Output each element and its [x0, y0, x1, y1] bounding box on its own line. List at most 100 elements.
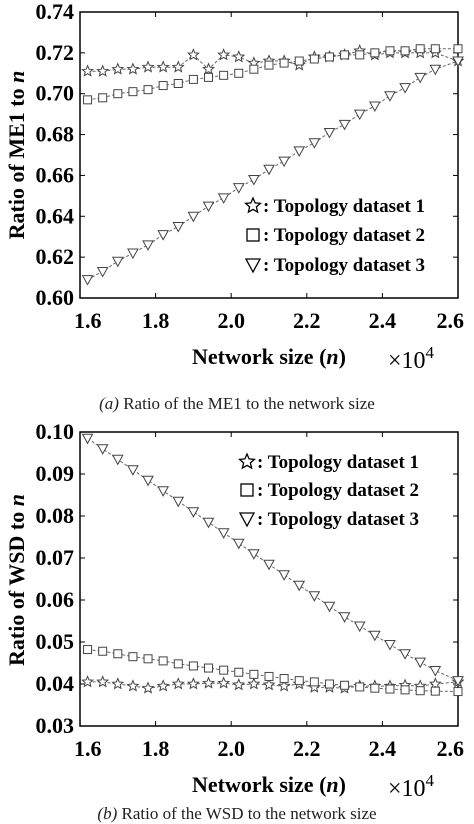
- x-tick-label: 1.8: [142, 736, 170, 761]
- data-point-square: [415, 686, 425, 696]
- data-point-triangle: [172, 222, 185, 233]
- data-point-square: [83, 95, 93, 105]
- data-point-square: [249, 64, 259, 74]
- data-point-triangle: [157, 486, 170, 497]
- data-point-square: [355, 50, 365, 60]
- data-point-triangle: [308, 591, 321, 602]
- data-point-star: [217, 48, 231, 61]
- series-layer-b: [81, 433, 465, 697]
- data-point-square: [98, 646, 108, 656]
- x-tick-label: 2.0: [217, 736, 245, 761]
- y-tick-label: 0.05: [36, 629, 75, 654]
- legend-item-dataset-1-b: : Topology dataset 1: [238, 452, 419, 473]
- data-point-triangle: [368, 630, 381, 642]
- legend-item-dataset-3-a: : Topology dataset 3: [244, 255, 425, 276]
- square-marker-icon: [240, 483, 254, 497]
- series-dataset-3-b: [81, 433, 464, 687]
- data-point-star: [186, 48, 200, 61]
- data-point-triangle: [399, 83, 411, 94]
- legend-a: : Topology dataset 1 : Topology dataset …: [244, 196, 425, 276]
- data-point-triangle: [429, 64, 442, 76]
- data-point-star: [428, 677, 442, 690]
- x-axis-title-a: Network size (n): [192, 344, 346, 369]
- data-point-square: [98, 93, 108, 103]
- data-point-star: [111, 677, 125, 690]
- chart-panel-b: 0.03 0.04 0.05 0.06 0.07 0.08 0.09 0.10 1.6 1.8 2…: [4, 419, 465, 802]
- data-point-square: [219, 665, 229, 675]
- series-layer-a: [81, 43, 465, 286]
- y-tick-label: 0.70: [36, 81, 75, 106]
- data-point-square: [400, 685, 410, 695]
- data-point-triangle: [338, 119, 351, 131]
- data-point-square: [83, 645, 93, 655]
- data-point-triangle: [142, 475, 154, 487]
- legend-item-dataset-2-b: : Topology dataset 2: [240, 480, 419, 501]
- data-point-triangle: [217, 528, 230, 539]
- data-point-square: [400, 46, 410, 56]
- data-point-star: [232, 50, 246, 63]
- data-point-triangle: [111, 256, 124, 268]
- data-point-square: [385, 684, 395, 694]
- data-point-star: [202, 62, 216, 75]
- x-tick-label: 2.0: [217, 308, 245, 333]
- data-point-square: [188, 74, 198, 84]
- x-tick-labels-a: 1.6 1.8 2.0 2.2 2.4 2.6: [74, 12, 464, 333]
- square-marker-icon: [246, 228, 260, 242]
- data-point-square: [143, 654, 153, 664]
- data-point-square: [324, 679, 334, 689]
- y-tick-label: 0.06: [36, 587, 75, 612]
- legend-item-dataset-1-a: : Topology dataset 1: [244, 196, 425, 217]
- data-point-star: [186, 677, 200, 690]
- data-point-square: [415, 44, 425, 54]
- x-multiplier-b: ×104: [388, 771, 435, 802]
- data-point-square: [188, 661, 198, 671]
- data-point-triangle: [293, 146, 306, 157]
- data-point-star: [156, 60, 170, 73]
- data-point-triangle: [323, 128, 336, 139]
- legend-item-dataset-3-b: : Topology dataset 3: [238, 509, 419, 530]
- y-tick-label: 0.10: [36, 419, 75, 444]
- data-point-triangle: [278, 570, 290, 581]
- data-point-triangle: [111, 454, 124, 466]
- data-point-square: [128, 87, 138, 97]
- data-point-triangle: [127, 248, 139, 260]
- data-point-star: [171, 677, 185, 690]
- data-point-triangle: [142, 240, 154, 251]
- y-axis-title-a: Ratio of ME1 to n: [4, 71, 29, 240]
- data-point-triangle: [429, 666, 442, 677]
- data-point-triangle: [353, 621, 366, 633]
- data-point-triangle: [81, 275, 94, 286]
- data-point-square: [264, 60, 274, 70]
- data-point-triangle: [248, 175, 260, 186]
- data-point-triangle: [187, 507, 200, 518]
- x-tick-label: 1.6: [74, 736, 102, 761]
- x-tick-label: 1.6: [74, 308, 102, 333]
- legend-label-dataset-2-a: : Topology dataset 2: [263, 225, 425, 246]
- data-point-triangle: [263, 164, 275, 176]
- data-point-star: [126, 62, 140, 75]
- data-point-square: [128, 652, 138, 662]
- legend-label-dataset-1-a: : Topology dataset 1: [263, 196, 425, 217]
- legend-b: : Topology dataset 1 : Topology dataset …: [238, 452, 419, 530]
- data-point-square: [340, 680, 350, 690]
- data-point-square: [453, 44, 463, 54]
- x-tick-label: 2.6: [437, 308, 465, 333]
- y-tick-label: 0.68: [36, 122, 75, 147]
- data-point-square: [264, 671, 274, 681]
- data-point-triangle: [414, 72, 427, 84]
- data-point-star: [171, 60, 185, 73]
- y-tick-labels-a: 0.60 0.62 0.64 0.66 0.68 0.70 0.72 0.74: [36, 0, 458, 310]
- data-point-triangle: [384, 91, 396, 102]
- data-point-star: [96, 675, 110, 688]
- x-tick-label: 2.6: [437, 736, 465, 761]
- data-point-triangle: [278, 156, 290, 168]
- data-point-square: [309, 677, 319, 687]
- y-tick-label: 0.07: [36, 545, 75, 570]
- data-point-square: [324, 52, 334, 62]
- data-point-square: [204, 72, 214, 82]
- triangle-down-marker-icon: [238, 512, 256, 528]
- data-point-star: [262, 678, 276, 691]
- data-point-triangle: [308, 138, 321, 149]
- y-tick-label: 0.72: [36, 40, 75, 65]
- data-point-triangle: [399, 649, 411, 660]
